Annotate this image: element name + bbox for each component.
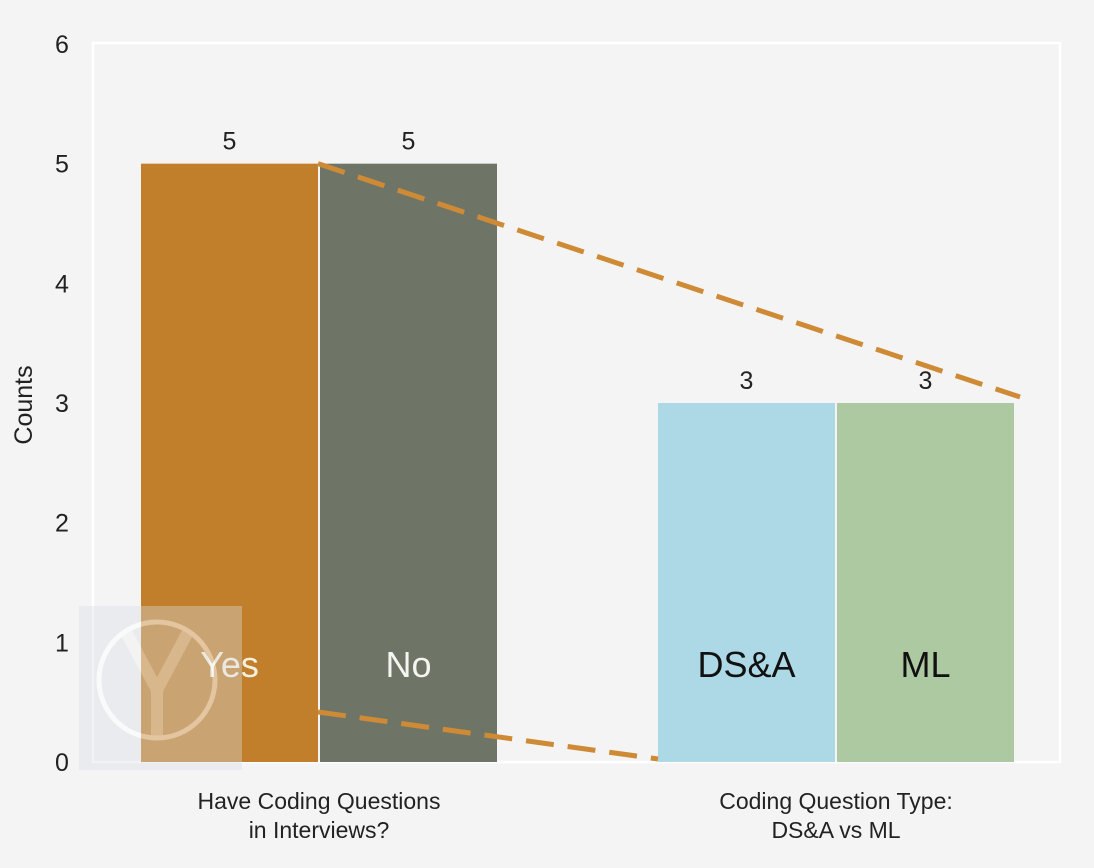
bar-category-label: DS&A <box>697 644 795 685</box>
y-tick-label: 1 <box>55 629 69 657</box>
bar-value-label: 3 <box>740 367 754 395</box>
bar-value-label: 5 <box>223 128 237 156</box>
x-group-label: DS&A vs ML <box>771 817 900 843</box>
bar-no <box>320 163 497 762</box>
bar-category-label: No <box>385 644 431 685</box>
bar-value-label: 3 <box>919 367 933 395</box>
y-tick-label: 6 <box>55 31 69 59</box>
x-group-label: Have Coding Questions <box>198 788 441 814</box>
bar-yes <box>141 163 318 762</box>
bar-ml <box>837 403 1014 762</box>
y-tick-label: 4 <box>55 270 69 298</box>
y-tick-label: 2 <box>55 510 69 538</box>
connector-line-bottom <box>317 709 659 762</box>
x-group-label: in Interviews? <box>249 817 390 843</box>
y-tick-label: 5 <box>55 151 69 179</box>
bar-dsa <box>658 403 835 762</box>
bar-category-label: ML <box>900 644 950 685</box>
y-tick-label: 3 <box>55 390 69 418</box>
y-axis-label: Counts <box>10 365 38 444</box>
watermark-logo <box>79 606 242 770</box>
x-group-label: Coding Question Type: <box>719 788 953 814</box>
y-tick-label: 0 <box>55 749 69 777</box>
bar-value-label: 5 <box>402 128 416 156</box>
